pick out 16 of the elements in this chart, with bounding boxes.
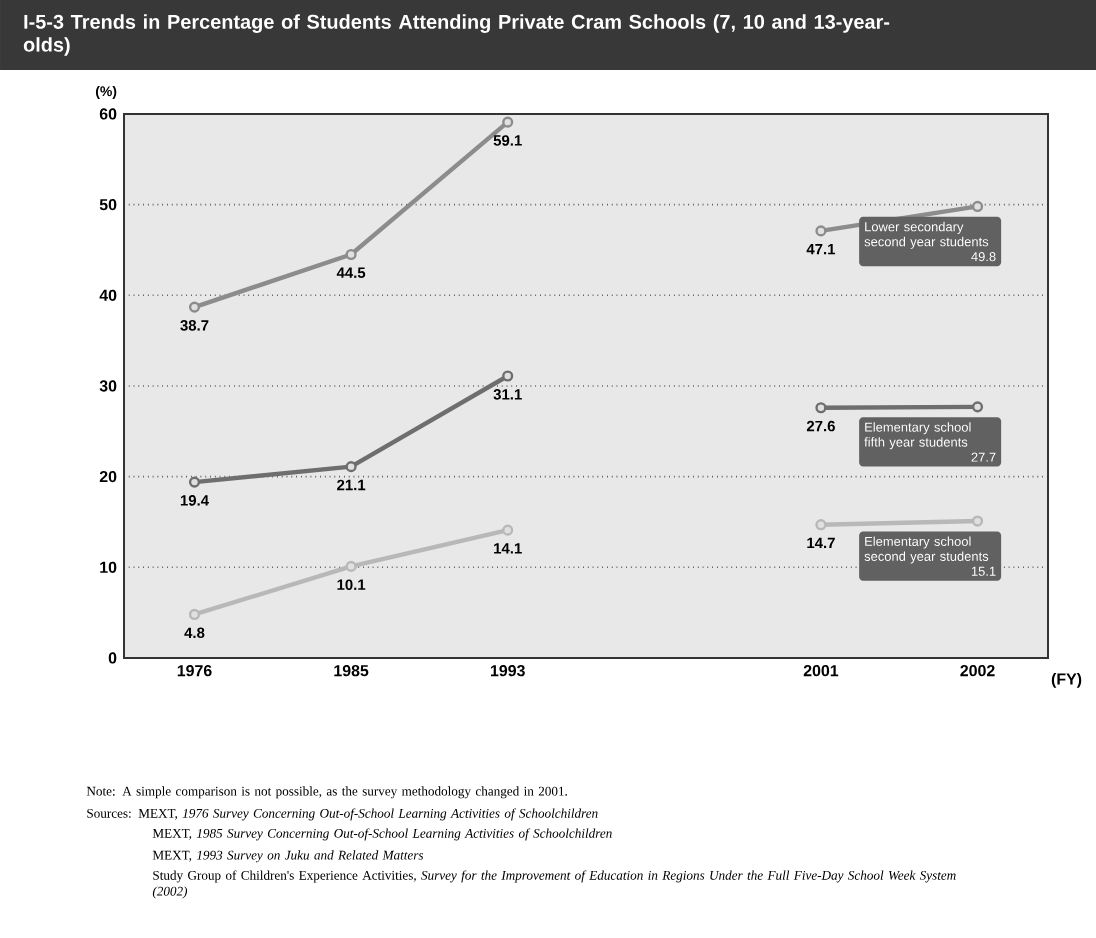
point	[815, 402, 827, 414]
point	[345, 461, 357, 473]
point	[815, 519, 827, 531]
point	[815, 225, 827, 237]
point	[971, 200, 984, 213]
point	[345, 560, 357, 572]
point	[188, 301, 201, 313]
point	[188, 476, 201, 488]
point	[188, 608, 201, 621]
point	[971, 515, 984, 527]
point	[502, 524, 514, 536]
point	[502, 116, 514, 128]
point	[971, 401, 984, 413]
point	[502, 370, 514, 382]
chart-title: I-5-3 Trends in Percentage of Students Attending Private Cram Schools (7, 10 and 13-year-olds)	[23, 14, 890, 56]
point	[345, 248, 357, 261]
